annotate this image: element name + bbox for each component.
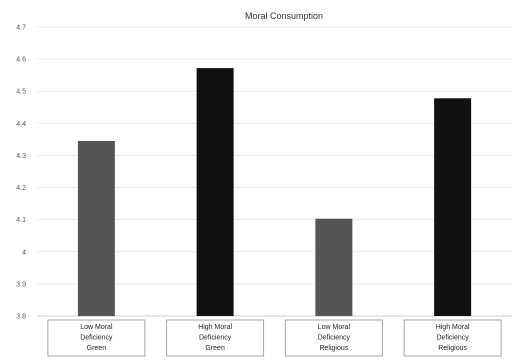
y-tick-label: 4 [22, 249, 26, 256]
y-tick-label: 3.9 [16, 281, 26, 288]
category-label: High Moral [436, 324, 470, 331]
y-tick-label: 4.1 [16, 217, 26, 224]
category-label: Deficiency [318, 335, 351, 342]
category-label: Religious [319, 345, 348, 352]
category-label: High Moral [198, 324, 232, 331]
chart-title: Moral Consumption [245, 11, 323, 21]
bars [77, 68, 472, 316]
bar [196, 68, 234, 316]
category-label: Green [205, 345, 225, 352]
category-label: Religious [438, 345, 467, 352]
y-axis-ticks: 3.8 3.9 4 4.1 4.2 4.3 4.4 4.5 4.6 4.7 [16, 25, 26, 321]
category-label-box [403, 319, 502, 357]
category-label-box [284, 319, 383, 357]
category-label-box [47, 319, 146, 357]
category-label: Deficiency [436, 335, 469, 342]
category-label: Low Moral [80, 324, 113, 331]
y-tick-label: 3.8 [16, 314, 26, 321]
category-label-box [166, 319, 265, 357]
category-label: Low Moral [318, 324, 351, 331]
y-tick-label: 4.7 [16, 25, 26, 32]
bar [434, 98, 472, 316]
bar [77, 140, 115, 316]
category-label: Deficiency [199, 335, 232, 342]
category-label: Deficiency [80, 335, 113, 342]
y-tick-label: 4.3 [16, 153, 26, 160]
y-tick-label: 4.5 [16, 89, 26, 96]
y-tick-label: 4.4 [16, 121, 26, 128]
y-tick-label: 4.6 [16, 57, 26, 64]
bar [315, 218, 353, 316]
grid-lines [37, 26, 512, 317]
category-labels: Low Moral Deficiency Green High Moral Defici… [47, 319, 502, 357]
category-label: Green [87, 345, 107, 352]
y-tick-label: 4.2 [16, 185, 26, 192]
